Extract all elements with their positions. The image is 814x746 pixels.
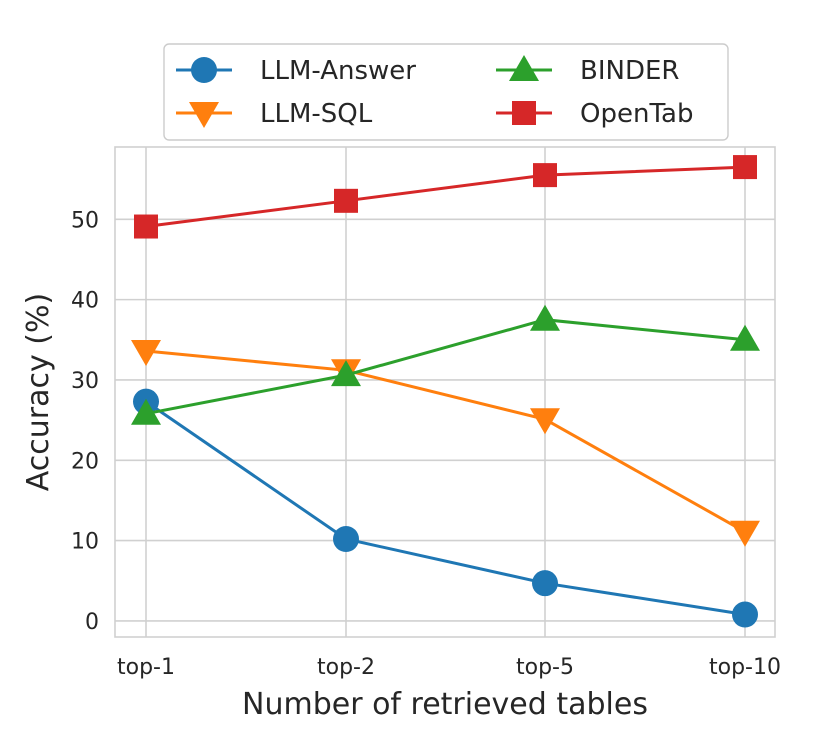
legend-entries: LLM-Answer LLM-SQL BINDER OpenTab (176, 55, 693, 129)
x-tick-label: top-10 (709, 655, 781, 680)
legend-label-binder: BINDER (580, 56, 679, 86)
y-tick-label: 30 (71, 369, 99, 394)
series-llm-sql (131, 340, 760, 547)
legend-marker-llm-answer (191, 57, 217, 83)
data-point-opentab (334, 188, 358, 213)
series-line-opentab (145, 165, 746, 229)
y-tick-label: 0 (85, 610, 99, 635)
y-tick-label: 40 (71, 289, 99, 314)
legend: LLM-Answer LLM-SQL BINDER OpenTab (163, 43, 729, 141)
legend-label-llm-sql: LLM-SQL (260, 99, 373, 129)
data-point-binder (331, 360, 361, 387)
series-llm-answer (133, 388, 758, 628)
data-point-llm-answer (532, 570, 558, 597)
data-point-opentab (533, 163, 557, 188)
y-axis-label: Accuracy (%) (21, 293, 56, 491)
legend-marker-binder (509, 55, 539, 81)
series-line-binder (145, 318, 746, 416)
data-point-llm-sql (131, 340, 161, 367)
legend-entry-llm-answer: LLM-Answer (176, 56, 416, 86)
series-binder (131, 304, 760, 425)
y-tick-label: 10 (71, 530, 99, 555)
data-point-binder (730, 324, 760, 351)
tick-labels: 0 10 20 30 40 50 top-1 top-2 top-5 top-10 (71, 208, 781, 680)
series-line-llm-sql (145, 349, 746, 534)
legend-marker-llm-sql (189, 102, 219, 128)
legend-label-llm-answer: LLM-Answer (260, 56, 416, 86)
legend-entry-opentab: OpenTab (496, 99, 693, 129)
data-point-opentab (733, 155, 757, 180)
y-tick-label: 20 (71, 449, 99, 474)
x-tick-label: top-2 (317, 655, 375, 680)
data-point-llm-sql (730, 520, 760, 547)
data-point-binder (131, 398, 161, 425)
plot-frame (114, 146, 776, 638)
legend-entry-llm-sql: LLM-SQL (176, 99, 373, 129)
data-point-llm-answer (732, 601, 758, 628)
data-point-llm-sql (530, 408, 560, 435)
legend-entry-binder: BINDER (496, 55, 679, 86)
x-axis-label: Number of retrieved tables (242, 687, 648, 722)
x-tick-label: top-1 (117, 655, 175, 680)
series-line-llm-answer (145, 400, 746, 616)
x-tick-label: top-5 (516, 655, 574, 680)
series-opentab (134, 155, 757, 239)
data-point-opentab (134, 214, 158, 239)
legend-marker-opentab (512, 101, 536, 125)
grid (115, 147, 775, 637)
data-point-binder (530, 304, 560, 331)
legend-label-opentab: OpenTab (580, 99, 693, 129)
y-tick-label: 50 (71, 208, 99, 233)
series-layer (131, 155, 760, 628)
legend-frame (163, 43, 729, 141)
data-point-llm-answer (333, 526, 359, 552)
